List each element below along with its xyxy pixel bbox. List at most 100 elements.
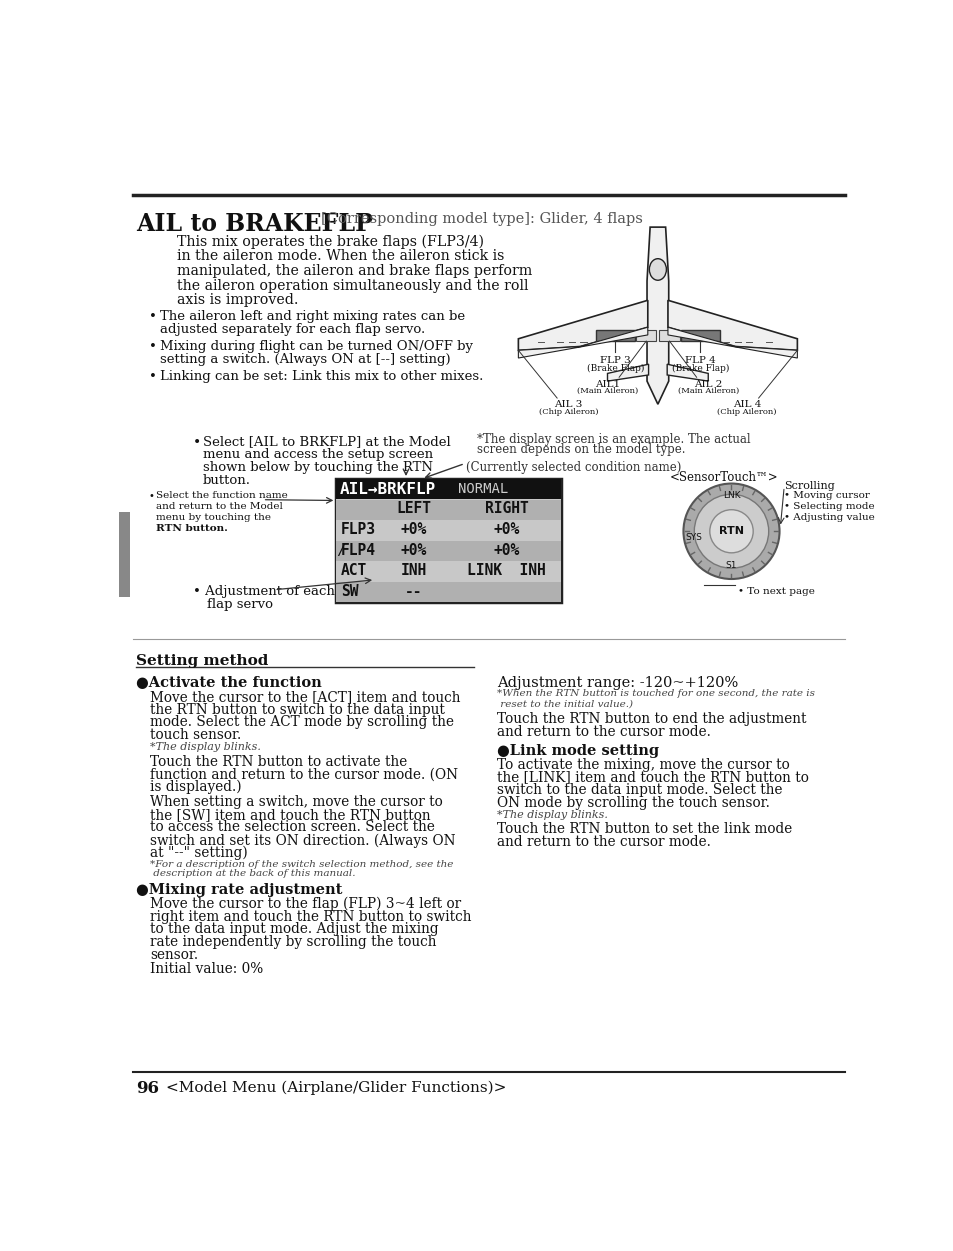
Text: touch sensor.: touch sensor.	[150, 728, 241, 742]
Text: at "--" setting): at "--" setting)	[150, 846, 248, 861]
Text: • Adjusting value: • Adjusting value	[783, 513, 874, 522]
Text: RTN: RTN	[719, 527, 743, 537]
Text: and return to the cursor mode.: and return to the cursor mode.	[497, 834, 710, 849]
Bar	[335, 540, 560, 560]
Text: and return to the cursor mode.: and return to the cursor mode.	[497, 724, 710, 739]
Text: Move the cursor to the flap (FLP) 3~4 left or: Move the cursor to the flap (FLP) 3~4 le…	[150, 897, 461, 912]
Text: (Currently selected condition name): (Currently selected condition name)	[466, 462, 681, 474]
Text: •: •	[149, 310, 156, 323]
Bar	[335, 499, 560, 519]
Text: <SensorTouch™>: <SensorTouch™>	[669, 472, 778, 484]
Text: ●Activate the function: ●Activate the function	[136, 676, 322, 691]
Text: LEFT: LEFT	[395, 502, 431, 517]
Text: switch to the data input mode. Select the: switch to the data input mode. Select th…	[497, 783, 781, 797]
Text: NORMAL: NORMAL	[457, 482, 508, 495]
Text: •: •	[193, 435, 201, 449]
Text: +0%: +0%	[493, 522, 519, 537]
Text: LNK: LNK	[722, 492, 740, 500]
Text: reset to the initial value.): reset to the initial value.)	[497, 699, 632, 708]
Text: +0%: +0%	[400, 522, 426, 537]
Polygon shape	[646, 228, 668, 404]
Text: ●Link mode setting: ●Link mode setting	[497, 744, 659, 758]
Text: • Moving cursor: • Moving cursor	[783, 492, 869, 500]
Text: FLP 4: FLP 4	[684, 357, 715, 365]
Text: *When the RTN button is touched for one second, the rate is: *When the RTN button is touched for one …	[497, 689, 814, 698]
Bar	[636, 330, 656, 342]
Text: sensor.: sensor.	[150, 948, 198, 962]
Polygon shape	[667, 328, 797, 358]
Text: adjusted separately for each flap servo.: adjusted separately for each flap servo.	[159, 323, 424, 337]
Text: • Selecting mode: • Selecting mode	[783, 502, 874, 510]
Text: FLP3: FLP3	[340, 522, 375, 537]
Text: Mixing during flight can be turned ON/OFF by: Mixing during flight can be turned ON/OF…	[159, 340, 472, 353]
Polygon shape	[517, 300, 647, 350]
Text: AIL 3: AIL 3	[554, 400, 582, 409]
Bar	[659, 330, 679, 342]
Text: This mix operates the brake flaps (FLP3/4): This mix operates the brake flaps (FLP3/…	[177, 235, 484, 249]
Text: setting a switch. (Always ON at [--] setting): setting a switch. (Always ON at [--] set…	[159, 353, 450, 367]
Text: To activate the mixing, move the cursor to: To activate the mixing, move the cursor …	[497, 758, 788, 772]
Text: (Main Aileron): (Main Aileron)	[677, 388, 739, 395]
Text: manipulated, the aileron and brake flaps perform: manipulated, the aileron and brake flaps…	[177, 264, 532, 278]
Polygon shape	[517, 328, 647, 358]
Text: mode. Select the ACT mode by scrolling the: mode. Select the ACT mode by scrolling t…	[150, 716, 454, 729]
Text: +0%: +0%	[493, 543, 519, 558]
Text: the [SW] item and touch the RTN button: the [SW] item and touch the RTN button	[150, 808, 431, 822]
Bar	[335, 520, 560, 540]
Text: •: •	[149, 340, 156, 353]
Text: rate independently by scrolling the touch: rate independently by scrolling the touc…	[150, 936, 436, 950]
Text: Select [AIL to BRKFLP] at the Model: Select [AIL to BRKFLP] at the Model	[203, 435, 450, 448]
Text: RIGHT: RIGHT	[484, 502, 528, 517]
Text: *The display screen is an example. The actual: *The display screen is an example. The a…	[476, 434, 750, 447]
Text: shown below by touching the RTN: shown below by touching the RTN	[203, 462, 433, 474]
Text: Select the function name: Select the function name	[156, 492, 288, 500]
Text: screen depends on the model type.: screen depends on the model type.	[476, 444, 685, 457]
Text: • Adjustment of each: • Adjustment of each	[193, 585, 335, 598]
Text: is displayed.): is displayed.)	[150, 779, 242, 794]
Bar	[680, 330, 720, 342]
Bar	[335, 479, 560, 602]
Text: *The display blinks.: *The display blinks.	[497, 809, 607, 819]
Text: in the aileron mode. When the aileron stick is: in the aileron mode. When the aileron st…	[177, 249, 504, 264]
Text: When setting a switch, move the cursor to: When setting a switch, move the cursor t…	[150, 794, 442, 809]
Polygon shape	[667, 300, 797, 350]
Text: Move the cursor to the [ACT] item and touch: Move the cursor to the [ACT] item and to…	[150, 689, 460, 704]
Text: (Brake Flap): (Brake Flap)	[586, 364, 643, 373]
Text: Setting method: Setting method	[136, 654, 269, 668]
Text: +0%: +0%	[400, 543, 426, 558]
Bar	[335, 479, 560, 499]
Text: RTN button.: RTN button.	[156, 524, 228, 533]
Text: AIL 4: AIL 4	[732, 400, 760, 409]
Text: Scrolling: Scrolling	[783, 482, 834, 492]
Bar	[596, 330, 634, 342]
Text: Touch the RTN button to end the adjustment: Touch the RTN button to end the adjustme…	[497, 712, 805, 727]
Text: Initial value: 0%: Initial value: 0%	[150, 962, 263, 976]
Text: (Main Aileron): (Main Aileron)	[577, 388, 638, 395]
Text: AIL to BRAKEFLP: AIL to BRAKEFLP	[136, 211, 373, 235]
Text: description at the back of this manual.: description at the back of this manual.	[150, 868, 355, 877]
Text: *For a description of the switch selection method, see the: *For a description of the switch selecti…	[150, 859, 453, 869]
Text: FLP 3: FLP 3	[599, 357, 630, 365]
Text: right item and touch the RTN button to switch: right item and touch the RTN button to s…	[150, 909, 471, 923]
Text: (Chip Aileron): (Chip Aileron)	[538, 408, 598, 417]
Ellipse shape	[649, 259, 666, 280]
Text: axis is improved.: axis is improved.	[177, 293, 298, 308]
Text: /: /	[338, 543, 343, 558]
Text: Touch the RTN button to set the link mode: Touch the RTN button to set the link mod…	[497, 822, 791, 837]
Text: --: --	[405, 584, 422, 599]
Text: *The display blinks.: *The display blinks.	[150, 742, 261, 752]
Text: Adjustment range: -120~+120%: Adjustment range: -120~+120%	[497, 676, 738, 691]
Text: Linking can be set: Link this mix to other mixes.: Linking can be set: Link this mix to oth…	[159, 370, 482, 383]
Text: the [LINK] item and touch the RTN button to: the [LINK] item and touch the RTN button…	[497, 771, 808, 784]
Text: AIL→BRKFLP: AIL→BRKFLP	[340, 482, 436, 497]
Bar	[335, 499, 560, 602]
Text: (Brake Flap): (Brake Flap)	[671, 364, 728, 373]
Text: the RTN button to switch to the data input: the RTN button to switch to the data inp…	[150, 703, 445, 717]
Polygon shape	[666, 364, 707, 382]
Text: and return to the Model: and return to the Model	[156, 502, 283, 510]
Text: <Model Menu (Airplane/Glider Functions)>: <Model Menu (Airplane/Glider Functions)>	[166, 1081, 506, 1095]
Text: The aileron left and right mixing rates can be: The aileron left and right mixing rates …	[159, 310, 464, 323]
Bar	[335, 562, 560, 582]
Text: menu by touching the: menu by touching the	[156, 513, 272, 522]
Text: function and return to the cursor mode. (ON: function and return to the cursor mode. …	[150, 767, 457, 782]
